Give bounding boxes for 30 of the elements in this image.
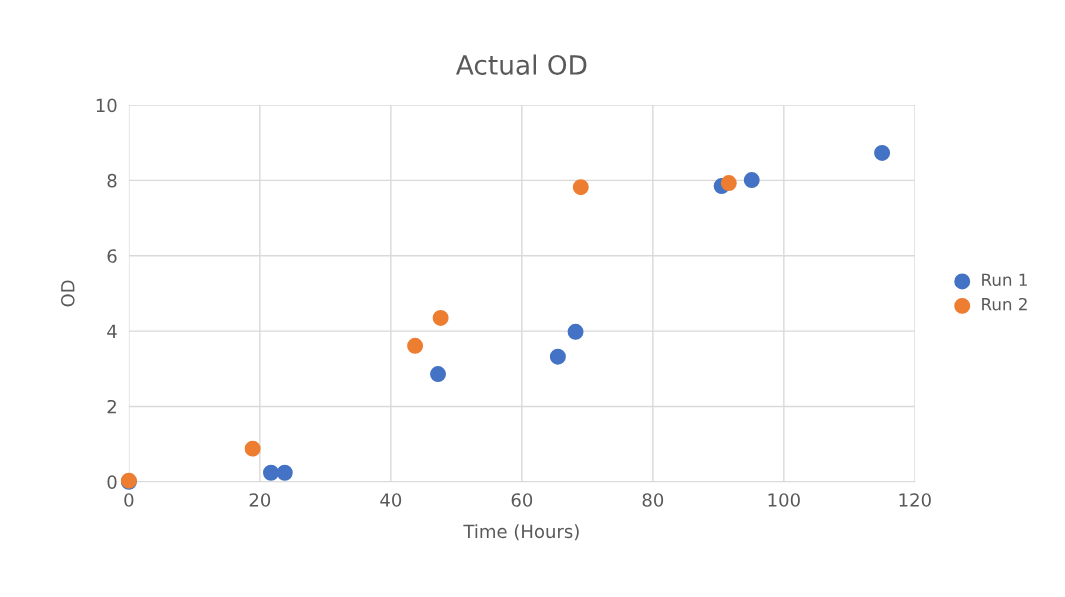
point xyxy=(743,172,760,189)
x-tick-label: 80 xyxy=(642,493,664,507)
y-axis-title: OD xyxy=(60,280,75,307)
point xyxy=(432,309,449,326)
y-tick-label: 4 xyxy=(107,324,117,338)
x-axis-title: Time (Hours) xyxy=(463,524,579,541)
point xyxy=(572,179,589,196)
x-tick-label: 100 xyxy=(768,493,800,507)
x-tick-label: 120 xyxy=(899,493,931,507)
chart-title: Actual OD xyxy=(455,54,587,75)
point xyxy=(244,440,261,457)
point xyxy=(567,323,584,340)
point xyxy=(549,348,566,365)
point xyxy=(263,464,279,481)
y-tick-label: 8 xyxy=(107,173,117,188)
x-tick-label: 60 xyxy=(511,493,533,507)
x-tick-label: 40 xyxy=(380,493,402,507)
x-tick-label: 20 xyxy=(249,493,271,507)
point xyxy=(430,366,446,383)
x-tick-label: 0 xyxy=(124,493,134,507)
point xyxy=(276,464,293,481)
point xyxy=(874,144,891,161)
y-tick-label: 6 xyxy=(107,249,117,263)
y-tick-label: 10 xyxy=(96,98,117,113)
point xyxy=(720,175,737,192)
legend-label: Run 1 xyxy=(982,273,1027,287)
legend-label: Run 2 xyxy=(982,297,1027,311)
y-tick-label: 2 xyxy=(107,399,116,414)
point xyxy=(407,337,424,354)
y-tick-label: 0 xyxy=(107,475,117,489)
